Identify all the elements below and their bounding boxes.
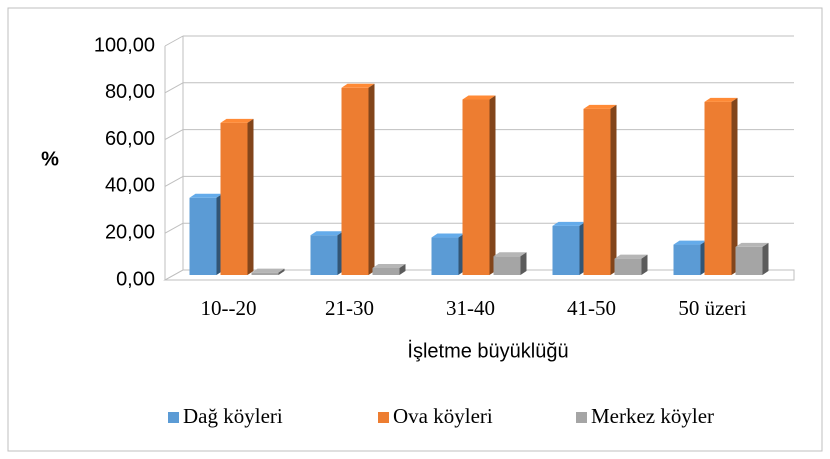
bar-top: [341, 83, 375, 88]
legend-label: Ova köyleri: [393, 404, 493, 428]
grid-line-side: [164, 175, 184, 187]
bar-top: [220, 118, 254, 123]
bar-top: [310, 231, 344, 236]
bar: [251, 272, 279, 275]
x-tick-label: 41-50: [567, 296, 616, 320]
bar: [493, 256, 521, 275]
bar: [220, 122, 248, 276]
y-axis-label: %: [41, 148, 59, 170]
bar: [735, 246, 763, 275]
bar: [372, 267, 400, 275]
bar-top: [552, 221, 586, 226]
bar-side: [489, 95, 496, 275]
bar-top: [431, 233, 465, 238]
bar-top: [583, 104, 617, 109]
grid-line-side: [164, 82, 184, 94]
bar-top: [614, 254, 648, 259]
y-tick-label: 60,00: [105, 128, 155, 150]
bar-top: [735, 242, 769, 247]
y-tick-label: 80,00: [105, 81, 155, 103]
bar-top: [189, 193, 223, 198]
legend-swatch: [168, 412, 179, 423]
bar: [583, 108, 611, 275]
grid-line-side: [164, 35, 184, 47]
bar-side: [520, 252, 527, 275]
bar-top: [462, 95, 496, 100]
bar: [341, 87, 369, 275]
bar-top: [704, 97, 738, 102]
bar: [614, 258, 642, 275]
bar: [704, 101, 732, 275]
legend-swatch: [576, 412, 587, 423]
bar-side: [368, 83, 375, 275]
bar: [310, 235, 338, 275]
bar-top: [493, 252, 527, 257]
y-tick-label: 40,00: [105, 175, 155, 197]
x-tick-label: 10--20: [201, 296, 257, 320]
bar-side: [399, 263, 406, 275]
bar: [673, 244, 701, 275]
bar: [431, 237, 459, 275]
bar-side: [641, 254, 648, 275]
grid-line-side: [164, 269, 184, 281]
chart-border: [7, 7, 823, 452]
bar-side: [278, 268, 285, 275]
legend-label: Dağ köyleri: [183, 404, 283, 428]
legend-label: Merkez köyler: [591, 404, 714, 428]
x-tick-label: 50 üzeri: [678, 296, 746, 320]
bar: [189, 197, 217, 275]
y-tick-label: 0,00: [116, 268, 155, 290]
bar-top: [251, 268, 285, 273]
bar: [462, 99, 490, 275]
bar-top: [372, 263, 406, 268]
bar-side: [247, 118, 254, 276]
x-tick-label: 21-30: [325, 296, 374, 320]
x-axis-label: İşletme büyüklüğü: [407, 339, 568, 362]
x-tick-label: 31-40: [446, 296, 495, 320]
bar-side: [610, 104, 617, 275]
y-tick-label: 20,00: [105, 221, 155, 243]
bar-side: [762, 242, 769, 275]
y-tick-label: 100,00: [94, 34, 155, 56]
grid-line-side: [164, 129, 184, 141]
grid-line-side: [164, 222, 184, 234]
legend-swatch: [378, 412, 389, 423]
bar: [552, 225, 580, 275]
bar-side: [731, 97, 738, 275]
bar-top: [673, 240, 707, 245]
